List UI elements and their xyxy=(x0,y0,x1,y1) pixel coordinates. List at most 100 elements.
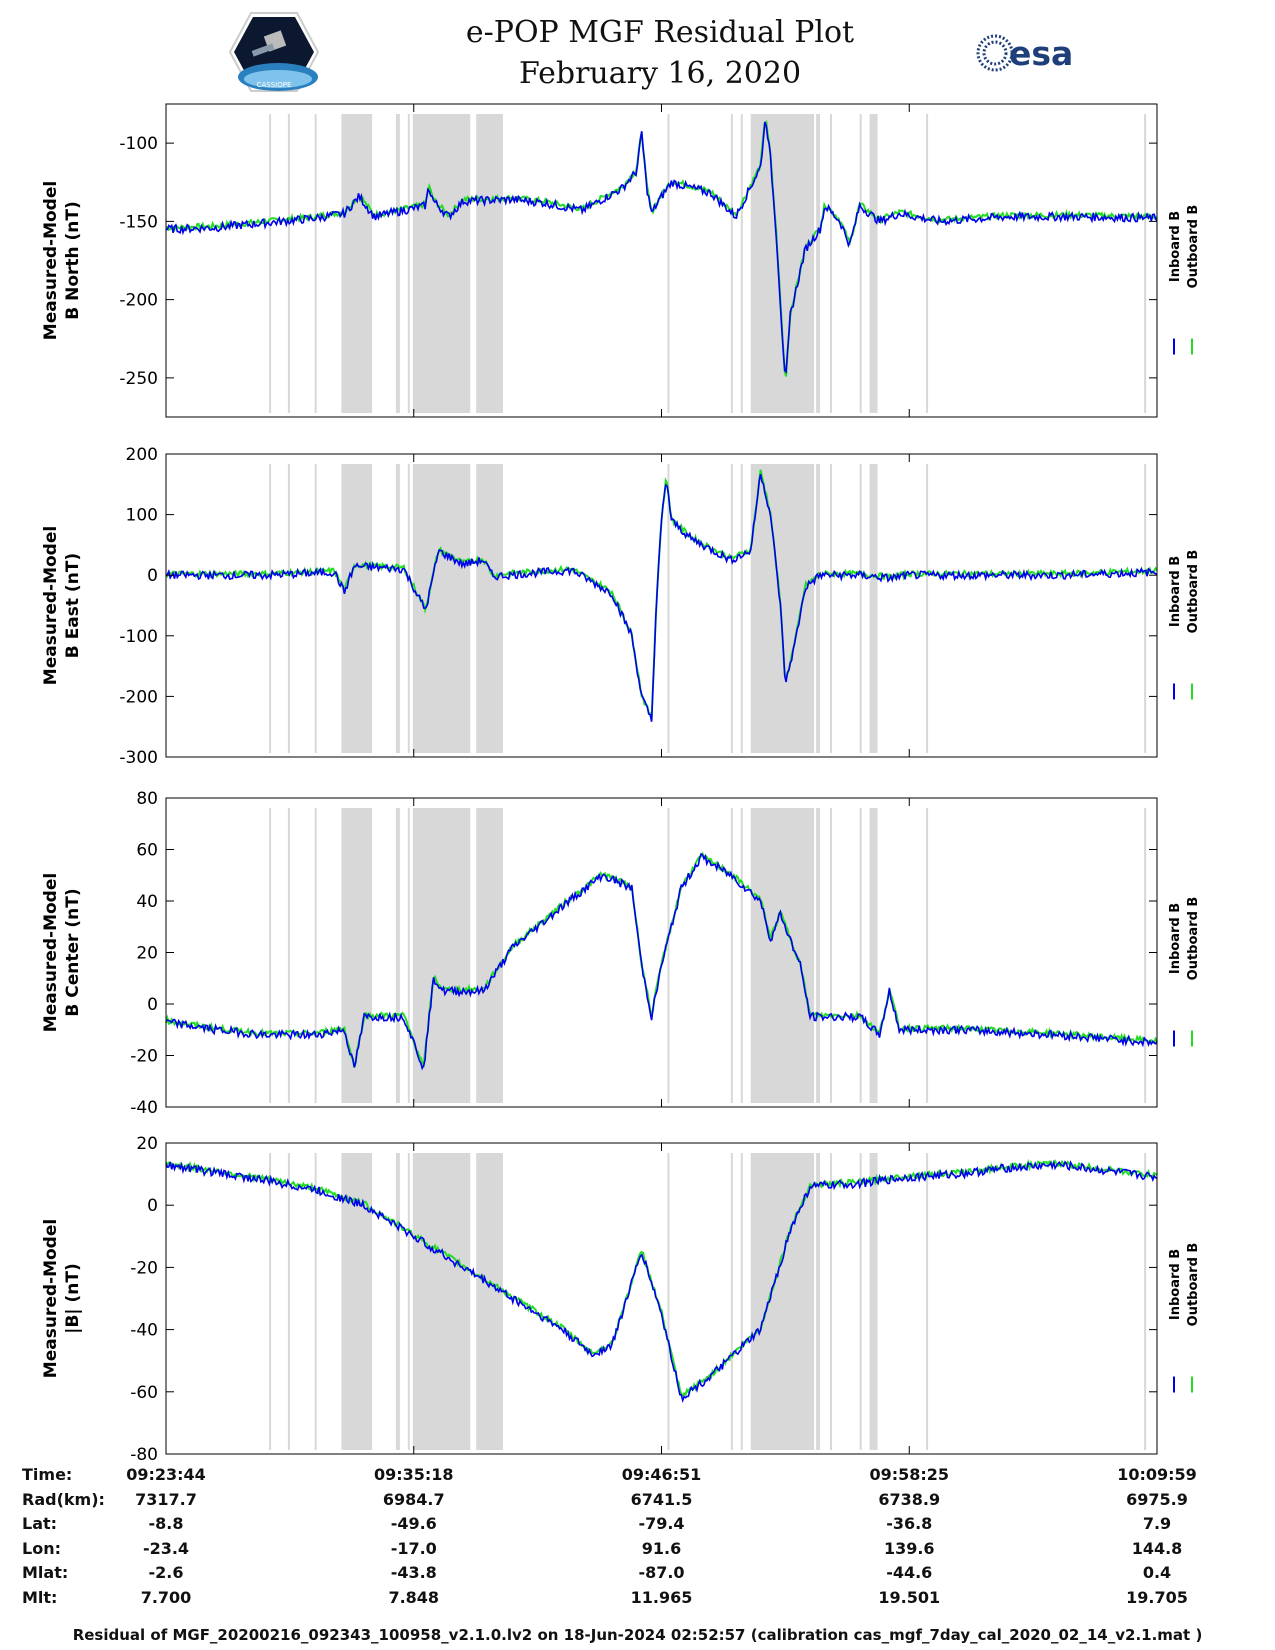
shaded-interval xyxy=(476,808,503,1103)
y-tick-label: 0 xyxy=(147,566,158,586)
y-tick-label: 60 xyxy=(136,841,158,861)
shaded-interval xyxy=(407,114,410,413)
info-row-label: Lat: xyxy=(22,1514,58,1533)
shaded-interval xyxy=(829,808,832,1103)
shaded-interval xyxy=(730,1153,733,1450)
shaded-interval xyxy=(269,464,272,753)
shaded-interval xyxy=(395,464,400,753)
shaded-interval xyxy=(476,114,503,413)
y-tick-label: 0 xyxy=(147,995,158,1015)
shaded-interval xyxy=(869,114,878,413)
legend-label-outboard: Outboard B xyxy=(1186,897,1201,981)
y-tick-label: 20 xyxy=(136,944,158,964)
y-tick-label: -20 xyxy=(130,1258,158,1278)
shaded-interval xyxy=(829,1153,832,1450)
info-row-value: -43.8 xyxy=(390,1563,437,1582)
info-row-value: 7.700 xyxy=(140,1587,192,1607)
shaded-interval xyxy=(740,464,743,753)
info-row-value: -17.0 xyxy=(390,1538,437,1558)
info-row-value: 0.4 xyxy=(1142,1563,1172,1582)
shaded-interval xyxy=(816,464,821,753)
y-tick-label: -20 xyxy=(130,1047,158,1067)
info-row-value: -44.6 xyxy=(886,1563,933,1582)
shaded-interval xyxy=(476,464,503,753)
inboard-series-line xyxy=(165,1159,1158,1404)
cassiope-logo: CASSIOPE xyxy=(228,11,320,97)
shaded-interval xyxy=(407,808,410,1103)
info-row-value: -2.6 xyxy=(148,1563,184,1582)
footer-caption: Residual of MGF_20200216_092343_100958_v… xyxy=(72,1626,1203,1644)
shaded-interval xyxy=(740,1153,743,1450)
y-tick-label: 80 xyxy=(136,789,158,809)
legend-label-inboard: Inboard B xyxy=(1168,556,1183,627)
shaded-interval xyxy=(1144,464,1147,753)
shaded-interval xyxy=(750,808,815,1103)
shaded-interval xyxy=(287,1153,290,1450)
shaded-interval xyxy=(407,1153,410,1450)
shaded-interval xyxy=(816,1153,821,1450)
shaded-interval xyxy=(287,114,290,413)
info-row-value: -8.8 xyxy=(148,1514,184,1533)
y-tick-label: -250 xyxy=(119,369,158,389)
shaded-interval xyxy=(740,808,743,1103)
y-tick-label: -80 xyxy=(130,1445,158,1465)
info-row-value: 09:46:51 xyxy=(621,1465,702,1484)
info-row-value: 6984.7 xyxy=(382,1489,445,1509)
shaded-interval xyxy=(412,808,471,1103)
shaded-interval xyxy=(287,464,290,753)
shaded-interval xyxy=(926,114,929,413)
esa-logo: esa xyxy=(975,31,1085,79)
info-row-value: 6975.9 xyxy=(1126,1489,1188,1509)
y-axis-label: Measured-Model xyxy=(41,181,61,340)
info-row-value: 19.705 xyxy=(1126,1587,1188,1607)
legend-label-inboard: Inboard B xyxy=(1168,211,1183,282)
info-row-value: -79.4 xyxy=(638,1514,685,1533)
legend-label-outboard: Outboard B xyxy=(1186,1243,1201,1327)
info-row-label: Rad(km): xyxy=(22,1489,105,1509)
shaded-interval xyxy=(829,114,832,413)
y-tick-label: 20 xyxy=(136,1134,158,1154)
plot-date: February 16, 2020 xyxy=(518,56,802,91)
shaded-interval xyxy=(476,1153,503,1450)
info-row-value: 19.501 xyxy=(878,1587,941,1607)
shaded-interval xyxy=(395,808,400,1103)
orbit-info-table: Time: 09:23:44 09:35:18 09:46:51 09:58:25 10:… xyxy=(0,1465,1275,1615)
y-tick-label: -300 xyxy=(119,748,158,768)
shaded-interval xyxy=(412,1153,471,1450)
y-axis-label: B North (nT) xyxy=(63,201,83,320)
shaded-interval xyxy=(1144,1153,1147,1450)
y-tick-label: -40 xyxy=(130,1098,158,1118)
shaded-interval xyxy=(287,808,290,1103)
y-tick-label: 0 xyxy=(147,1196,158,1216)
info-row-value: 139.6 xyxy=(883,1538,935,1558)
shaded-interval xyxy=(407,464,410,753)
y-axis-label: Measured-Model xyxy=(41,526,61,685)
info-row-value: 09:23:44 xyxy=(126,1465,206,1484)
page-title: e-POP MGF Residual Plot xyxy=(465,15,855,50)
info-row-value: 6741.5 xyxy=(630,1489,693,1509)
shaded-interval xyxy=(667,114,670,413)
shaded-interval xyxy=(730,114,733,413)
shaded-interval xyxy=(750,464,815,753)
shaded-interval xyxy=(314,114,317,413)
y-tick-label: -40 xyxy=(130,1321,158,1341)
esa-logo-text: esa xyxy=(1009,34,1073,73)
info-row-label: Mlt: xyxy=(22,1587,58,1607)
shaded-interval xyxy=(395,1153,400,1450)
legend-label-inboard: Inboard B xyxy=(1168,903,1183,974)
info-row-value: 7.9 xyxy=(1142,1514,1172,1533)
y-tick-label: 200 xyxy=(126,445,158,465)
inboard-series-line xyxy=(165,852,1158,1071)
shaded-interval xyxy=(869,1153,878,1450)
shaded-interval xyxy=(859,1153,862,1450)
info-row-value: 11.965 xyxy=(630,1587,693,1607)
y-axis-label: B East (nT) xyxy=(63,553,83,658)
shaded-interval xyxy=(269,114,272,413)
legend-label-outboard: Outboard B xyxy=(1186,205,1201,289)
shaded-interval xyxy=(314,464,317,753)
shaded-interval xyxy=(730,464,733,753)
y-axis-label: B Center (nT) xyxy=(63,888,83,1016)
shaded-interval xyxy=(1144,808,1147,1103)
shaded-interval xyxy=(816,808,821,1103)
